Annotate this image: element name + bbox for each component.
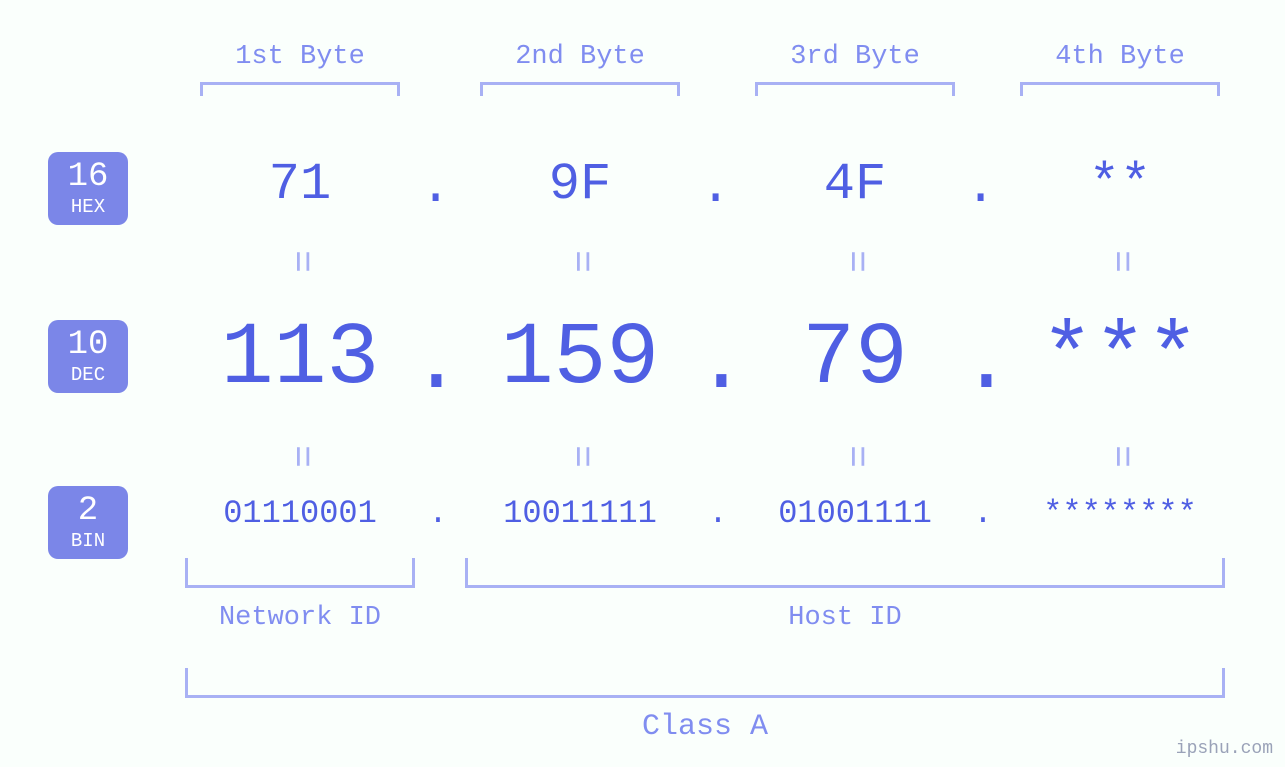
watermark: ipshu.com [1176,739,1273,759]
hex-byte-4: ** [995,155,1245,214]
dec-dot-2: . [695,315,725,414]
bin-badge: 2 BIN [48,486,128,559]
hex-badge: 16 HEX [48,152,128,225]
eq-icon: = [559,242,602,282]
dec-dot-1: . [410,315,440,414]
bin-byte-3: 01001111 [720,495,990,532]
eq-icon: = [834,437,877,477]
byte-header-4: 4th Byte [995,42,1245,72]
bin-byte-2: 10011111 [445,495,715,532]
bracket-byte-4 [1020,82,1220,96]
dec-base-name: DEC [48,364,128,387]
bracket-class [185,668,1225,698]
hex-dot-1: . [420,158,450,217]
dec-badge: 10 DEC [48,320,128,393]
hex-base-name: HEX [48,196,128,219]
network-id-label: Network ID [185,603,415,633]
hex-byte-1: 71 [175,155,425,214]
bin-byte-4: ******** [985,495,1255,532]
byte-header-2: 2nd Byte [455,42,705,72]
bin-byte-1: 01110001 [165,495,435,532]
dec-dot-3: . [960,315,990,414]
eq-icon: = [279,437,322,477]
eq-icon: = [1099,242,1142,282]
dec-byte-3: 79 [730,310,980,409]
host-id-label: Host ID [465,603,1225,633]
byte-header-3: 3rd Byte [730,42,980,72]
bracket-byte-1 [200,82,400,96]
eq-icon: = [1099,437,1142,477]
dec-byte-1: 113 [175,310,425,409]
eq-icon: = [559,437,602,477]
hex-byte-2: 9F [455,155,705,214]
bin-base-name: BIN [48,530,128,553]
eq-icon: = [834,242,877,282]
byte-header-1: 1st Byte [175,42,425,72]
bin-base-num: 2 [48,494,128,528]
dec-byte-4: *** [995,310,1245,409]
class-label: Class A [185,710,1225,744]
hex-base-num: 16 [48,160,128,194]
bracket-byte-2 [480,82,680,96]
hex-byte-3: 4F [730,155,980,214]
bracket-byte-3 [755,82,955,96]
dec-base-num: 10 [48,328,128,362]
hex-dot-2: . [700,158,730,217]
hex-dot-3: . [965,158,995,217]
eq-icon: = [279,242,322,282]
dec-byte-2: 159 [455,310,705,409]
bracket-host-id [465,558,1225,588]
bracket-network-id [185,558,415,588]
